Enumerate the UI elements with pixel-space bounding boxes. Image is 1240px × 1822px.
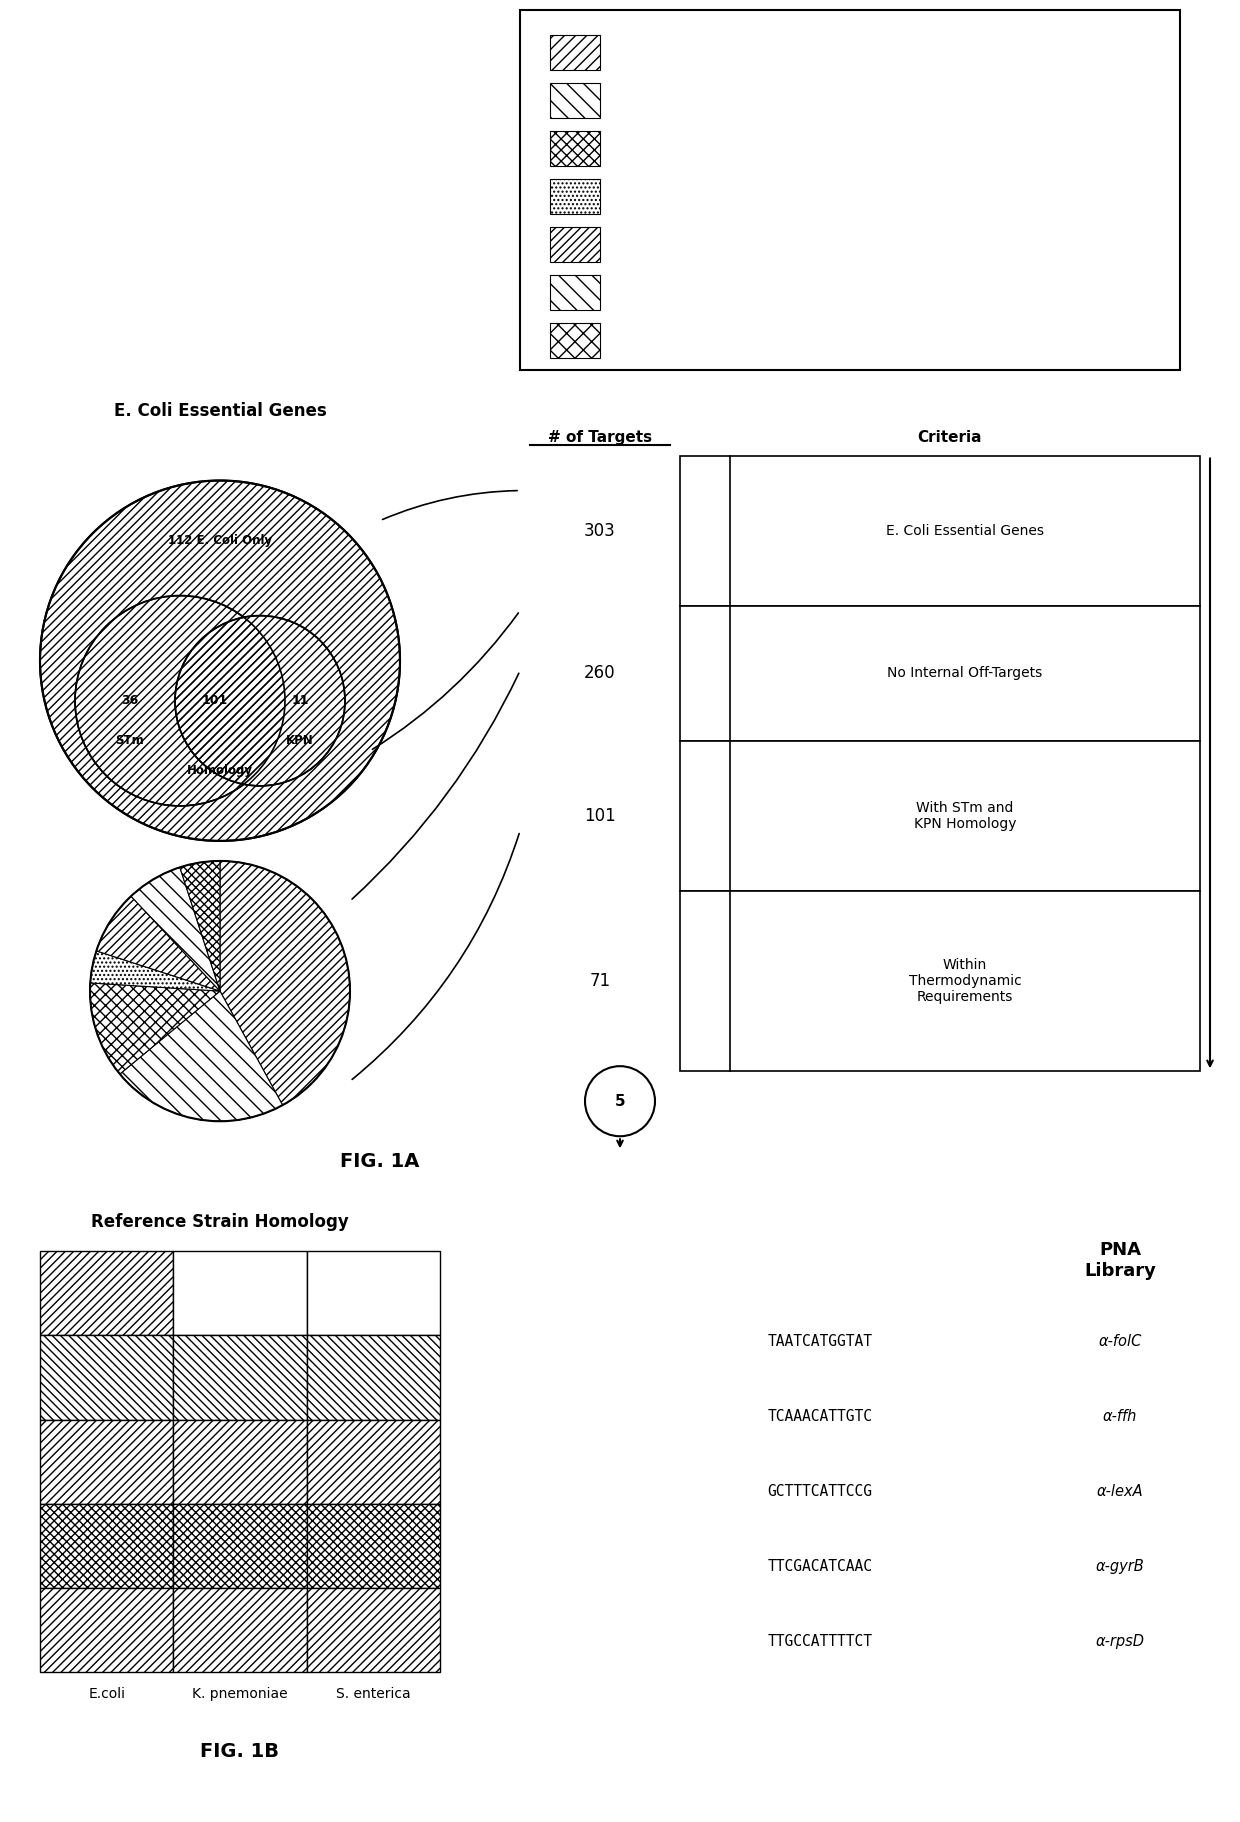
Text: Stress Response: Stress Response: [620, 235, 740, 250]
Text: 5: 5: [615, 1093, 625, 1110]
Circle shape: [40, 481, 401, 842]
Wedge shape: [91, 951, 219, 991]
Text: Metabolism: Metabolism: [620, 91, 704, 106]
Bar: [680, 891, 1200, 1071]
Text: α-ffh: α-ffh: [1102, 1408, 1137, 1425]
Bar: [40, 1336, 174, 1419]
Text: α-folC: α-folC: [1099, 1334, 1142, 1348]
Bar: [551, 35, 600, 69]
Text: TCAAACATTGTC: TCAAACATTGTC: [768, 1408, 873, 1425]
Text: Central Dogma: Central Dogma: [620, 282, 730, 297]
Wedge shape: [131, 867, 219, 991]
Text: Replication/Growth: Replication/Growth: [620, 138, 759, 153]
Text: 36: 36: [122, 694, 139, 707]
Bar: [40, 1587, 174, 1673]
Text: 11: 11: [291, 694, 309, 707]
Bar: [174, 1336, 306, 1419]
Text: TTGCCATTTTCT: TTGCCATTTTCT: [768, 1634, 873, 1649]
Text: TAATCATGGTAT: TAATCATGGTAT: [768, 1334, 873, 1348]
Bar: [174, 1419, 306, 1503]
Text: Cell Signaling: Cell Signaling: [620, 332, 720, 346]
Bar: [40, 1419, 174, 1503]
Bar: [680, 605, 1200, 742]
Text: 303: 303: [584, 521, 616, 539]
Text: S. enterica: S. enterica: [336, 1687, 410, 1702]
Text: Within
Thermodynamic
Requirements: Within Thermodynamic Requirements: [909, 958, 1022, 1004]
Text: KPN: KPN: [286, 734, 314, 747]
Bar: [520, 9, 1180, 370]
Bar: [551, 275, 600, 310]
Text: PNA
Library: PNA Library: [1084, 1241, 1156, 1281]
Text: FIG. 1A: FIG. 1A: [340, 1152, 419, 1172]
Bar: [551, 84, 600, 118]
Bar: [306, 1252, 440, 1336]
Bar: [680, 742, 1200, 891]
Text: α-lexA: α-lexA: [1096, 1485, 1143, 1500]
Bar: [551, 179, 600, 215]
Text: Transport: Transport: [620, 42, 689, 58]
Circle shape: [175, 616, 345, 785]
Bar: [306, 1419, 440, 1503]
Text: 112 E. Coli Only: 112 E. Coli Only: [167, 534, 272, 547]
Text: α-rpsD: α-rpsD: [1095, 1634, 1145, 1649]
Text: 101: 101: [584, 807, 616, 825]
Text: K. pnemoniae: K. pnemoniae: [192, 1687, 288, 1702]
Text: With STm and
KPN Homology: With STm and KPN Homology: [914, 802, 1017, 831]
Wedge shape: [219, 862, 350, 1106]
Bar: [174, 1252, 306, 1336]
Text: TTCGACATCAAC: TTCGACATCAAC: [768, 1560, 873, 1574]
Bar: [174, 1503, 306, 1587]
Text: α-gyrB: α-gyrB: [1096, 1560, 1145, 1574]
Bar: [306, 1503, 440, 1587]
Bar: [40, 1503, 174, 1587]
Bar: [174, 1587, 306, 1673]
Text: E.coli: E.coli: [88, 1687, 125, 1702]
Text: Reference Strain Homology: Reference Strain Homology: [91, 1213, 348, 1232]
Bar: [551, 322, 600, 359]
Text: E. Coli Essential Genes: E. Coli Essential Genes: [887, 523, 1044, 537]
Text: FIG. 1B: FIG. 1B: [201, 1742, 279, 1762]
Text: # of Targets: # of Targets: [548, 430, 652, 446]
Text: 260: 260: [584, 665, 616, 681]
Text: 71: 71: [589, 973, 610, 989]
Bar: [40, 1252, 174, 1336]
Text: STm: STm: [115, 734, 144, 747]
Bar: [680, 456, 1200, 605]
Text: Homology: Homology: [187, 765, 253, 778]
Circle shape: [585, 1066, 655, 1137]
Text: 101: 101: [202, 694, 228, 707]
Wedge shape: [120, 991, 283, 1121]
Text: Criteria: Criteria: [918, 430, 982, 446]
Bar: [551, 228, 600, 262]
Bar: [306, 1336, 440, 1419]
Text: Motility/Cell Wall/Misc: Motility/Cell Wall/Misc: [620, 186, 779, 202]
Bar: [306, 1587, 440, 1673]
Text: E. Coli Essential Genes: E. Coli Essential Genes: [114, 403, 326, 421]
Bar: [551, 131, 600, 166]
Text: GCTTTCATTCCG: GCTTTCATTCCG: [768, 1485, 873, 1500]
Wedge shape: [180, 862, 219, 991]
Text: No Internal Off-Targets: No Internal Off-Targets: [888, 667, 1043, 680]
Wedge shape: [97, 896, 219, 991]
Circle shape: [74, 596, 285, 805]
Wedge shape: [91, 982, 219, 1073]
